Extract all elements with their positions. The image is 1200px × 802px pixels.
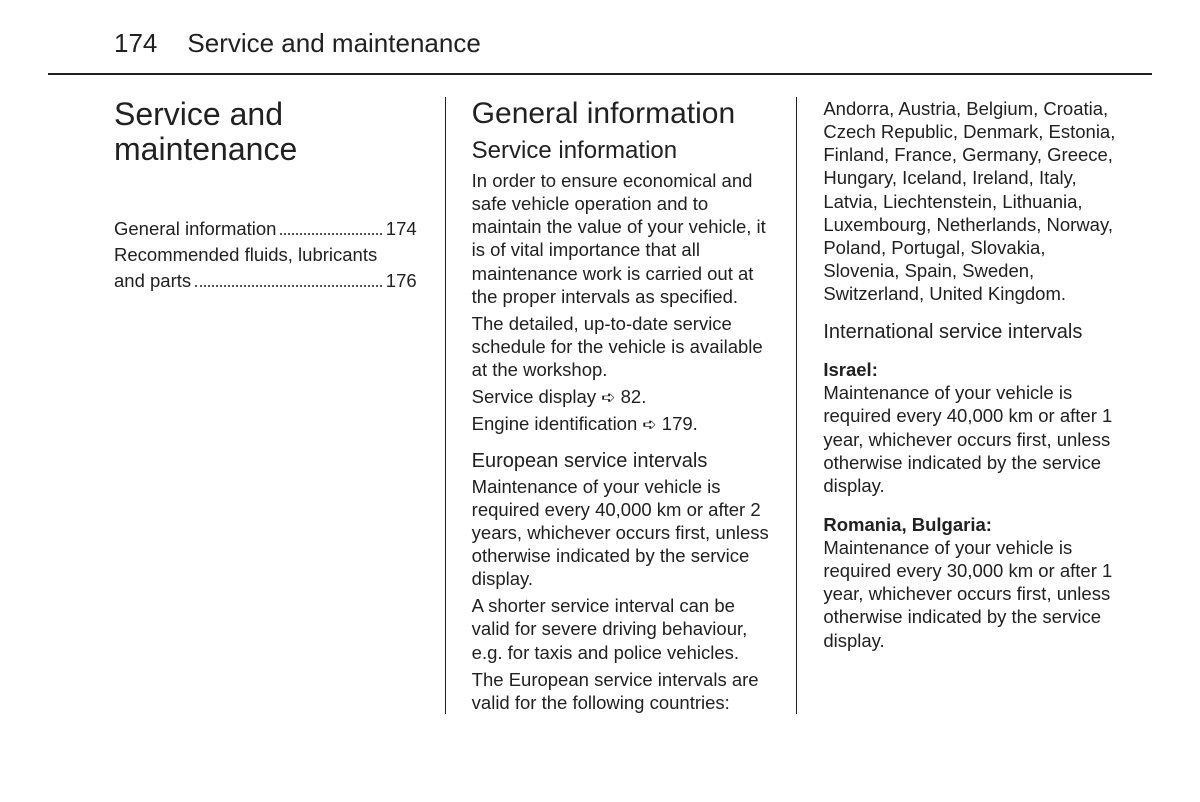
toc-dots [280,233,381,235]
paragraph: The detailed, up-to-date service schedul… [472,312,775,381]
page-ref: 179. [662,413,698,434]
heading-service-information: Service information [472,137,775,165]
toc-dots [195,285,382,287]
toc-label: General information [114,218,276,240]
heading-european-intervals: European service intervals [472,450,775,473]
text: Maintenance of your vehicle is required … [823,537,1112,651]
country-label: Israel: [823,359,878,380]
paragraph: Engine identification ➪ 179. [472,412,775,435]
paragraph: Israel: Maintenance of your vehicle is r… [823,358,1126,497]
country-list: Andorra, Austria, Belgium, Croatia, Czec… [823,97,1126,305]
paragraph: Service display ➪ 82. [472,385,775,408]
column-middle: General information Service information … [445,97,798,714]
column-left: Service and maintenance General informat… [48,97,445,714]
heading-international-intervals: International service intervals [823,321,1126,344]
toc-page: 174 [386,218,417,240]
text: Engine identification [472,413,638,434]
manual-page: 174 Service and maintenance Service and … [0,0,1200,802]
paragraph: The European service intervals are valid… [472,668,775,714]
toc-label-line1: Recommended fluids, lubricants [114,244,417,266]
column-right: Andorra, Austria, Belgium, Croatia, Czec… [797,97,1152,714]
text: Maintenance of your vehicle is required … [823,382,1112,496]
page-header: 174 Service and maintenance [48,28,1152,75]
toc-page: 176 [386,270,417,292]
toc-row: General information 174 [114,218,417,240]
table-of-contents: General information 174 Recommended flui… [114,218,417,292]
paragraph: In order to ensure economical and safe v… [472,169,775,308]
page-number: 174 [114,28,157,59]
content-columns: Service and maintenance General informat… [48,97,1152,714]
page-ref: 82. [621,386,647,407]
heading-general-information: General information [472,97,775,131]
paragraph: A shorter service interval can be valid … [472,594,775,663]
paragraph: Maintenance of your vehicle is required … [472,475,775,591]
header-title: Service and maintenance [187,28,480,59]
link-arrow-icon: ➪ [601,387,615,408]
toc-label-line2: and parts [114,270,191,292]
paragraph: Romania, Bulgaria: Maintenance of your v… [823,513,1126,652]
text: Service display [472,386,596,407]
country-label: Romania, Bulgaria: [823,514,992,535]
section-title: Service and maintenance [114,97,417,166]
toc-row: Recommended fluids, lubricants and parts… [114,244,417,292]
link-arrow-icon: ➪ [642,414,656,435]
